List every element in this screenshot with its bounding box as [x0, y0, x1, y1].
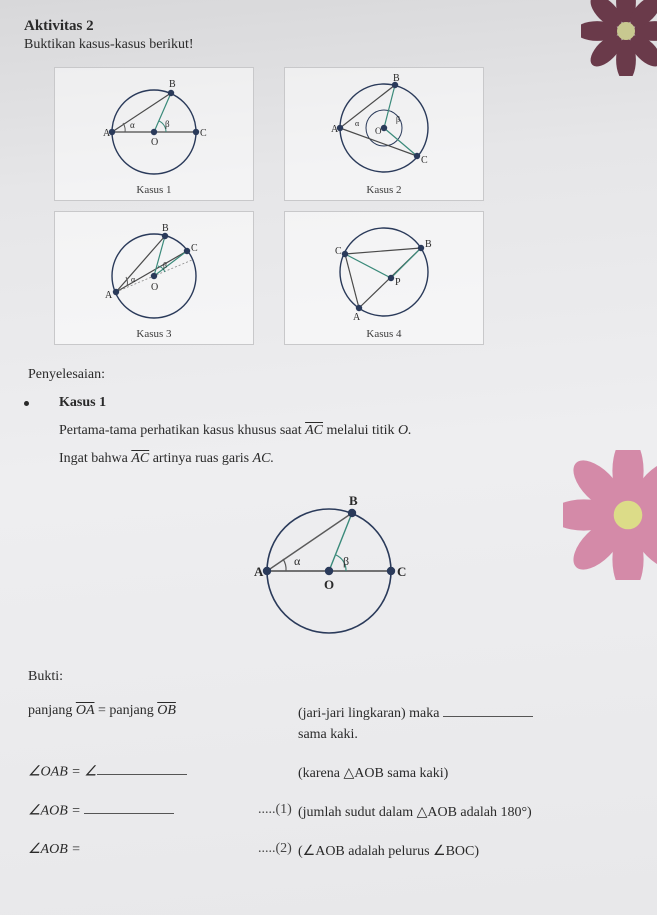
svg-text:A: A — [103, 128, 111, 139]
svg-text:α: α — [355, 119, 360, 128]
proof-row-4: ∠AOB = .....(2) (∠AOB adalah pelurus ∠BO… — [28, 841, 633, 862]
proof-4-right: (∠AOB adalah pelurus ∠BOC) — [298, 841, 633, 862]
svg-text:β: β — [163, 261, 167, 270]
angle-expr: ∠AOB = — [28, 842, 81, 857]
kasus1-line1: Pertama-tama perhatikan kasus khusus saa… — [59, 419, 412, 443]
svg-text:B: B — [393, 74, 400, 84]
case-2-cell: A B C O α β Kasus 2 — [284, 67, 484, 201]
text: (jari-jari lingkaran) maka — [298, 706, 443, 721]
text: sama kaki. — [298, 727, 358, 742]
svg-text:A: A — [331, 124, 339, 135]
proof-3-left: ∠AOB = — [28, 802, 258, 820]
text: melalui titik — [323, 423, 398, 438]
case-grid: A B C O α β Kasus 1 A B C O α β — [54, 67, 633, 345]
case-1-diagram: A B C O α β — [79, 74, 229, 182]
svg-text:B: B — [169, 79, 176, 90]
text: Ingat bahwa — [59, 451, 131, 466]
svg-text:A: A — [254, 564, 264, 579]
proof-3-right: (jumlah sudut dalam △AOB adalah 180°) — [298, 802, 633, 823]
angle-expr: ∠AOB = — [28, 803, 84, 818]
svg-text:α: α — [130, 120, 135, 130]
case-3-diagram: A B C O α β — [79, 218, 229, 326]
svg-text:C: C — [200, 128, 207, 139]
proof-1-left: panjang OA = panjang OB — [28, 703, 258, 719]
svg-text:O: O — [375, 126, 382, 136]
bullet-icon — [24, 401, 29, 406]
segment-oa: OA — [76, 703, 95, 718]
svg-text:α: α — [294, 554, 301, 568]
segment-ac: AC — [131, 451, 149, 466]
svg-text:C: C — [397, 564, 406, 579]
svg-text:O: O — [151, 137, 158, 148]
svg-text:β: β — [343, 554, 349, 568]
svg-text:α: α — [131, 275, 136, 284]
case-3-cell: A B C O α β Kasus 3 — [54, 211, 254, 345]
svg-text:B: B — [162, 223, 169, 234]
case-1-cell: A B C O α β Kasus 1 — [54, 67, 254, 201]
svg-text:P: P — [395, 277, 401, 288]
case-2-diagram: A B C O α β — [309, 74, 459, 182]
segment-ob: OB — [157, 703, 176, 718]
point-o: O. — [398, 423, 412, 438]
text: artinya ruas garis — [149, 451, 252, 466]
kasus1-block: Kasus 1 Pertama-tama perhatikan kasus kh… — [24, 395, 633, 475]
svg-text:β: β — [396, 115, 400, 124]
case-4-diagram: A B C P — [309, 218, 459, 326]
proof-row-1: panjang OA = panjang OB (jari-jari lingk… — [28, 703, 633, 745]
svg-text:B: B — [349, 493, 358, 508]
proof-2-right: (karena △AOB sama kaki) — [298, 763, 633, 784]
proof-2-left: ∠OAB = ∠ — [28, 763, 258, 781]
svg-text:C: C — [421, 155, 428, 166]
case-1-label: Kasus 1 — [136, 184, 171, 196]
activity-title: Aktivitas 2 — [24, 18, 633, 35]
svg-text:β: β — [165, 119, 170, 129]
segment-ac: AC — [305, 423, 323, 438]
svg-text:A: A — [105, 290, 113, 301]
proof-1-right: (jari-jari lingkaran) maka sama kaki. — [298, 703, 633, 745]
proof-4-num: .....(2) — [258, 841, 298, 857]
svg-text:B: B — [425, 239, 432, 250]
svg-text:C: C — [335, 246, 342, 257]
text: panjang — [28, 703, 76, 718]
svg-text:A: A — [353, 312, 361, 323]
activity-subtitle: Buktikan kasus-kasus berikut! — [24, 37, 633, 53]
proof-heading: Bukti: — [28, 669, 633, 685]
text: = panjang — [95, 703, 158, 718]
kasus1-title: Kasus 1 — [59, 395, 412, 411]
main-diagram: A B C O α β — [224, 483, 434, 643]
svg-text:O: O — [151, 282, 158, 293]
proof-row-3: ∠AOB = .....(1) (jumlah sudut dalam △AOB… — [28, 802, 633, 823]
solution-heading: Penyelesaian: — [28, 367, 633, 383]
proof-4-left: ∠AOB = — [28, 841, 258, 858]
proof-3-num: .....(1) — [258, 802, 298, 818]
blank-fill[interactable] — [443, 704, 533, 717]
svg-text:O: O — [324, 577, 334, 592]
svg-text:C: C — [191, 243, 198, 254]
blank-fill[interactable] — [97, 763, 187, 776]
text: Pertama-tama perhatikan kasus khusus saa… — [59, 423, 305, 438]
kasus1-line2: Ingat bahwa AC artinya ruas garis AC. — [59, 447, 412, 471]
proof-row-2: ∠OAB = ∠ (karena △AOB sama kaki) — [28, 763, 633, 784]
blank-fill[interactable] — [84, 802, 174, 815]
case-3-label: Kasus 3 — [136, 328, 171, 340]
angle-expr: ∠OAB = ∠ — [28, 764, 97, 779]
case-4-label: Kasus 4 — [366, 328, 401, 340]
main-diagram-container: A B C O α β — [24, 483, 633, 643]
case-2-label: Kasus 2 — [366, 184, 401, 196]
case-4-cell: A B C P Kasus 4 — [284, 211, 484, 345]
segment-ac-text: AC. — [253, 451, 274, 466]
